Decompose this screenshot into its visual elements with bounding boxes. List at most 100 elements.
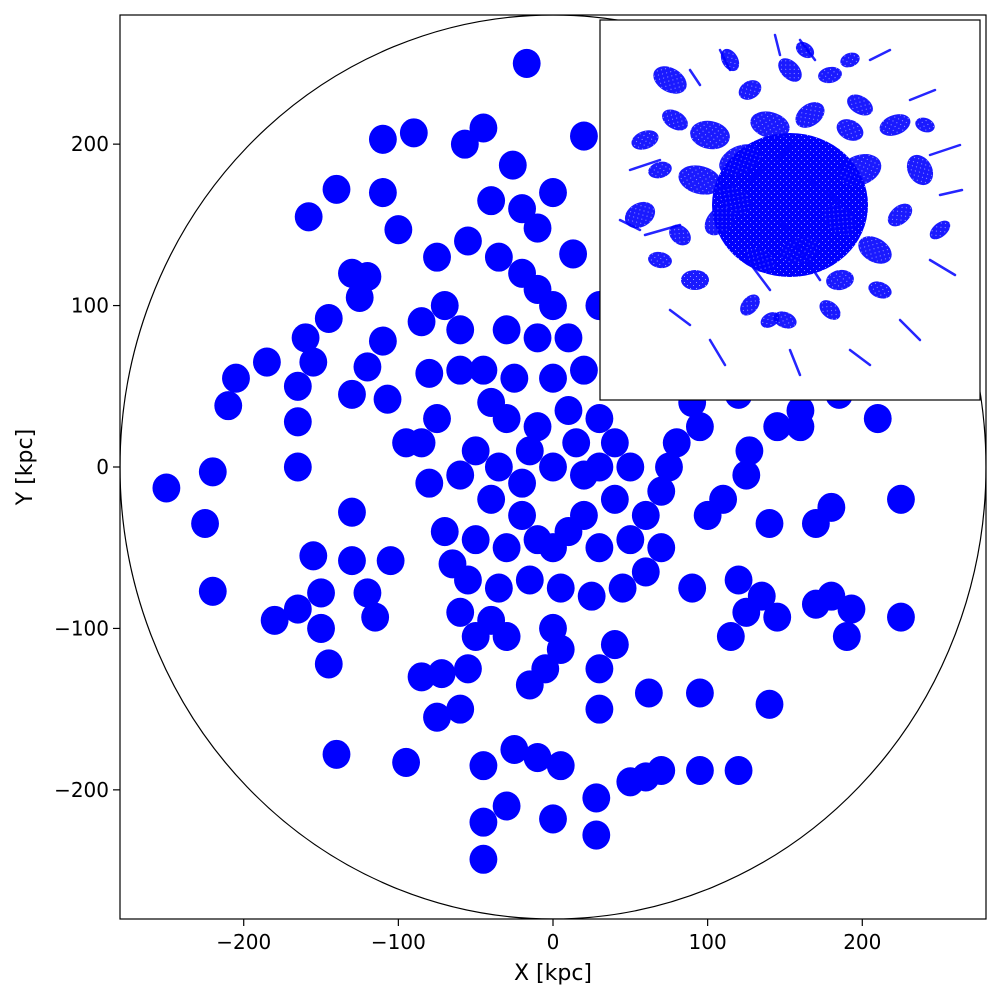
scatter-point [724,565,753,595]
scatter-point [508,468,536,498]
scatter-point [616,525,645,555]
scatter-point [585,404,614,434]
scatter-point [685,755,714,786]
scatter-point [747,581,776,611]
scatter-point [446,460,475,490]
inset-clump [879,114,911,136]
scatter-point [345,282,374,313]
inset-clump [840,52,860,68]
scatter-point [368,326,397,356]
scatter-point [634,678,663,708]
scatter-point [307,613,335,643]
scatter-point [191,508,219,539]
scatter-point [423,404,451,434]
inset-clump [778,58,802,82]
scatter-point [570,121,598,151]
scatter-point [562,428,591,458]
scatter-point [484,573,513,603]
x-tick-label: 0 [547,930,560,954]
scatter-point [477,484,506,514]
scatter-point [647,533,676,563]
scatter-point [484,242,513,272]
scatter-point [469,844,498,874]
scatter-point [399,118,428,148]
inset-clump [826,269,854,291]
scatter-point [353,352,382,382]
scatter-point [577,581,606,611]
scatter-point [515,565,544,595]
inset-clump [795,102,825,128]
scatter-point [222,363,250,393]
scatter-point [469,807,498,837]
scatter-point [523,412,552,442]
scatter-point [685,412,714,442]
scatter-point [817,581,846,611]
scatter-point [685,678,714,708]
inset-clump [818,66,842,84]
scatter-point [755,689,784,719]
inset-clump [858,236,892,264]
scatter-point [446,355,475,385]
scatter-point [786,395,815,426]
scatter-point [430,291,459,321]
inset-clump [718,185,752,215]
y-tick-label: 200 [71,132,109,156]
x-axis-label: X [kpc] [514,961,592,986]
inset-streak [928,143,962,157]
scatter-point [755,508,784,539]
scatter-point [801,508,830,539]
scatter-point [662,428,691,458]
scatter-point [407,428,436,458]
scatter-point [647,755,676,786]
scatter-point [523,743,552,773]
inset-clump [678,165,722,195]
inset-streak [898,318,922,342]
scatter-point [469,355,498,385]
scatter-point [570,500,598,530]
inset-streak [848,348,872,367]
inset-streak [928,258,957,277]
scatter-point [338,258,366,288]
inset-clump [929,220,951,240]
scatter-point [887,484,915,514]
inset-clump [720,48,740,72]
x-tick-label: 200 [843,930,881,954]
scatter-point [508,500,536,530]
scatter-point [600,484,629,514]
inset-streak [643,223,682,237]
scatter-point [539,178,567,208]
scatter-point [546,573,575,603]
scatter-point [198,576,227,606]
scatter-point [724,755,753,786]
inset-clump [740,294,760,316]
scatter-point [446,694,475,724]
y-tick-label: −200 [54,778,109,802]
y-tick-label: −100 [54,616,109,640]
scatter-point [546,634,575,664]
scatter-point [291,323,320,353]
scatter-point [539,363,567,393]
scatter-point [294,202,323,232]
scatter-point [368,178,397,208]
scatter-point [600,630,629,660]
inset-clump [819,300,841,320]
scatter-point [585,694,614,724]
scatter-point [600,428,629,458]
scatter-point [616,452,645,482]
scatter-point [763,602,792,632]
inset-streak [778,218,822,282]
scatter-point [427,659,456,689]
scatter-point [446,315,475,345]
scatter-point [299,541,328,571]
scatter-point [477,186,506,216]
inset-streak [708,338,727,367]
scatter-point [539,533,567,563]
scatter-point [837,594,866,624]
inset-streak [628,158,662,172]
scatter-point [500,363,529,393]
scatter-point [631,557,660,587]
scatter-point [392,747,421,777]
scatter-point [500,734,529,765]
scatter-point [338,379,366,409]
